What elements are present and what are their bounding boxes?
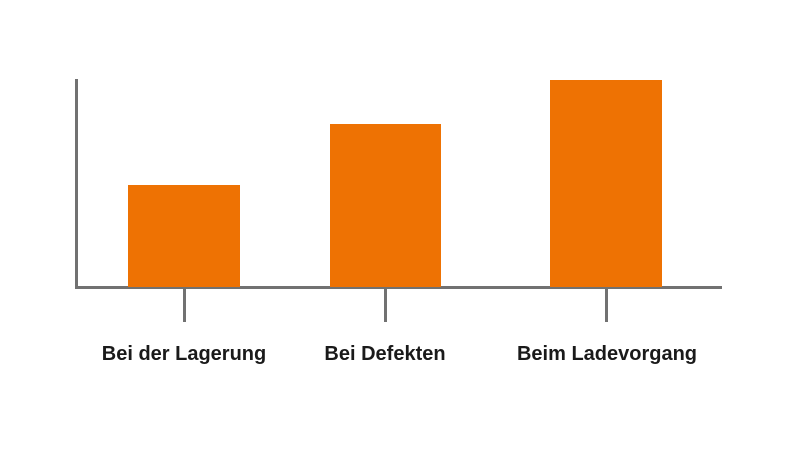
x-tick-3 (605, 288, 608, 322)
x-tick-1 (183, 288, 186, 322)
x-axis (75, 286, 722, 289)
x-label-2: Bei Defekten (324, 343, 446, 365)
bar-beim-ladevorgang (550, 80, 662, 287)
bar-bei-defekten (330, 124, 441, 287)
x-tick-2 (384, 288, 387, 322)
x-label-3: Beim Ladevorgang (516, 343, 698, 365)
y-axis (75, 79, 78, 289)
bar-bei-der-lagerung (128, 185, 240, 287)
x-label-1: Bei der Lagerung (101, 343, 267, 365)
